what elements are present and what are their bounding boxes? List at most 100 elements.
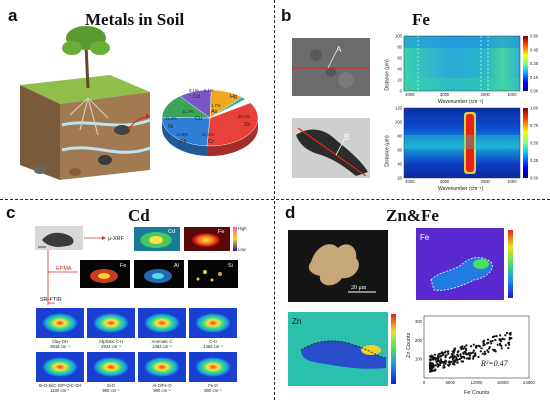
scatter-point: [429, 361, 432, 364]
soil-left-face: [20, 85, 60, 180]
ftir-hotspot: [144, 357, 180, 377]
scatter-point: [429, 367, 432, 371]
xtick-bottom: 3000: [440, 179, 450, 184]
soil-surface: [20, 75, 150, 104]
top-map-xlabel: Wavenumber (cm⁻¹): [438, 99, 484, 105]
colorbar-tick-top: 0.30: [530, 61, 539, 66]
scatter-point: [457, 350, 460, 353]
pie-label-zn: Zn: [244, 122, 250, 128]
scatter-point: [459, 353, 462, 356]
ftir-hotspot: [93, 357, 129, 377]
rock: [114, 125, 130, 135]
scatter-annotation: R²=0.47: [480, 359, 509, 368]
scatter-point: [452, 355, 455, 358]
zn-map-label: Zn: [292, 317, 301, 326]
xtick-bottom: 4000: [405, 179, 415, 184]
ftir-band-name: Aromatic C: [152, 339, 173, 344]
scatter-point: [450, 353, 453, 356]
scatter-point: [471, 351, 474, 354]
scatter-point: [484, 352, 487, 355]
scatter-point: [436, 365, 440, 368]
ytick-top: 0: [400, 89, 403, 94]
scatter-point: [501, 337, 504, 340]
epma-map-si: [188, 260, 238, 288]
scatter-point: [500, 347, 503, 350]
scatter-point: [474, 354, 477, 357]
scatter-point: [509, 331, 512, 335]
scatter-xtick: 24000: [523, 380, 535, 385]
ftir-band-wavenumber: 900 cm⁻¹: [153, 388, 171, 393]
scatter-point: [479, 350, 482, 353]
colorbar-tick-bottom: 0.25: [530, 158, 539, 163]
scatter-point: [505, 331, 508, 335]
scatter-point: [472, 343, 475, 346]
method-epma-label: EPMA: [56, 266, 72, 272]
scatter-points: 0 6000 12000 18000 24000 100 200 300: [415, 319, 535, 385]
scatter-point: [429, 370, 432, 373]
scatter-point: [498, 338, 501, 342]
scatter-point: [486, 342, 489, 345]
scatter-point: [508, 343, 511, 346]
top-map-ylabel: Distance (μm): [384, 59, 391, 91]
pie-label-cd: Cd: [193, 94, 200, 100]
scatter-point: [432, 358, 435, 361]
ftir-band-name: Aliphatic C-H: [99, 339, 123, 344]
ytick-top: 100: [395, 34, 403, 39]
scatter-xtick: 0: [423, 380, 426, 385]
scatter-point: [461, 345, 464, 348]
colorbar-tick-bottom: 0.50: [530, 141, 539, 146]
scatter-point: [477, 344, 480, 348]
scatter-point: [468, 354, 471, 357]
pie-label-cr: Cr: [208, 139, 214, 145]
scatter-point: [462, 347, 465, 350]
pie-value-zn: 35.1%: [238, 114, 250, 119]
scatter-ytick: 200: [415, 338, 423, 343]
particle: [308, 244, 359, 286]
pie-side-cr: [162, 118, 207, 156]
scatter-point: [459, 346, 462, 349]
scatter-point: [463, 350, 466, 353]
ytick-bottom: 120: [395, 106, 403, 111]
colorbar-tick-top: 0.15: [530, 75, 539, 80]
tree-roots: [69, 97, 109, 136]
scatter-point: [504, 334, 507, 337]
soil-front-face: [60, 92, 150, 180]
pie-label-hg: Hg: [230, 94, 237, 100]
panel-c-letter: c: [6, 203, 16, 222]
scatter-point: [474, 352, 477, 355]
ftir-band-wavenumber: 800 cm⁻¹: [204, 388, 222, 393]
scatter-xtick: 6000: [446, 380, 456, 385]
xtick-bottom: 2000: [481, 179, 491, 184]
scatter-point: [504, 344, 507, 347]
scatter-point: [472, 349, 475, 352]
scatter-point: [447, 352, 450, 355]
ytick-bottom: 100: [395, 120, 403, 125]
tree-canopy: [90, 41, 110, 55]
arrow-head-icon: [146, 113, 150, 119]
scatter-point: [442, 352, 445, 355]
ftir-hotspot: [93, 313, 129, 333]
pie-label-as: As: [211, 109, 218, 115]
scatter-point: [499, 343, 502, 347]
scatter-point: [496, 343, 499, 346]
scatter-point: [486, 338, 490, 341]
xrf-colorbar: [233, 227, 237, 251]
panel-c-title: Cd: [128, 206, 150, 225]
scale-bar-label: 20 μm: [351, 285, 367, 291]
soil-illustration: Cd 0.1% Hg 0.1% As 1.7% Cu 11.2% Ni 11.2…: [20, 26, 259, 180]
ftir-band-name: Clay-OH: [52, 339, 68, 344]
scatter-point: [434, 364, 437, 367]
ftir-band-name: Fe-O: [208, 383, 218, 388]
scatter-point: [442, 364, 445, 367]
ytick-bottom: 20: [397, 176, 402, 181]
scatter-xtick: 18000: [497, 380, 509, 385]
scatter-point: [439, 358, 442, 361]
epma-element-al: Al: [174, 263, 179, 269]
ftir-band-wavenumber: 2922 cm⁻¹: [101, 344, 121, 349]
scatter-point: [438, 360, 441, 363]
ftir-hotspot: [42, 357, 78, 377]
tree-canopy: [62, 41, 82, 55]
scatter-point: [442, 353, 445, 356]
scatter-point: [463, 345, 466, 348]
scan-line-b: [297, 127, 367, 177]
